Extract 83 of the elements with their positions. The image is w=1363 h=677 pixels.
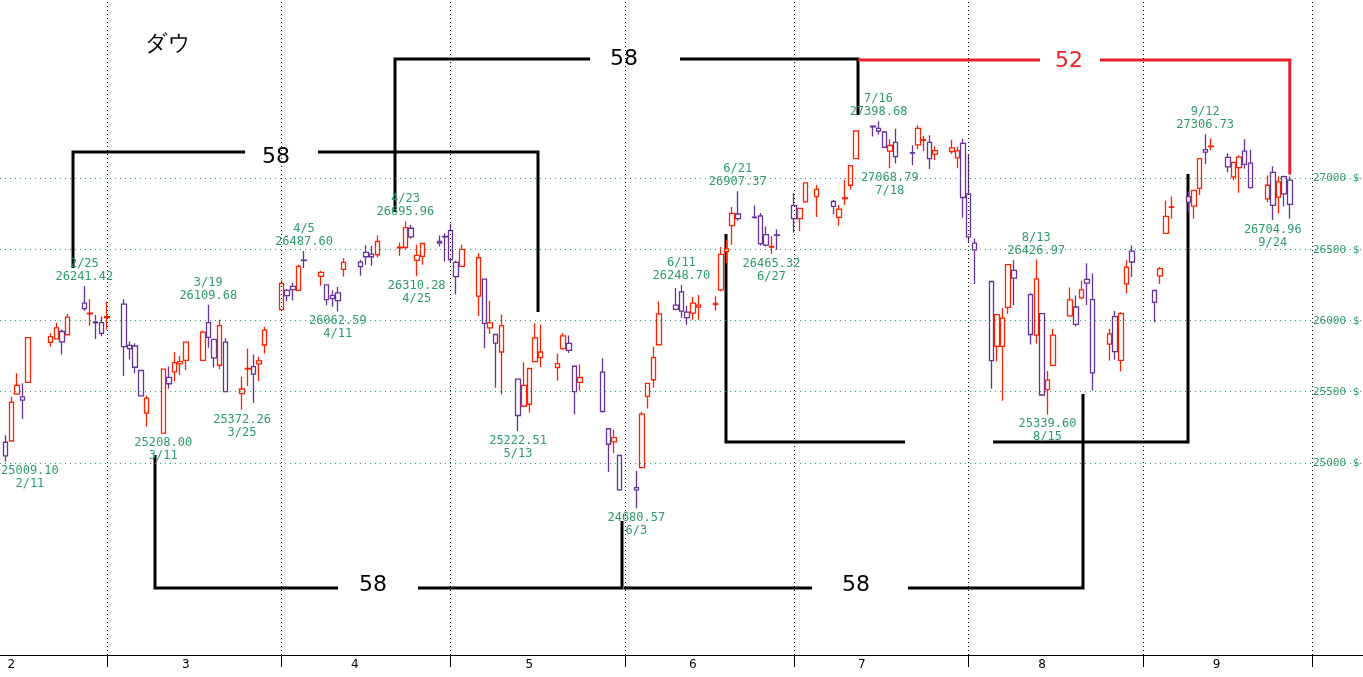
candlestick xyxy=(914,124,922,150)
candlestick xyxy=(616,454,623,492)
candlestick xyxy=(723,238,730,264)
candlestick xyxy=(182,341,190,371)
annotation: 25372.26 3/25 xyxy=(213,411,271,439)
candlestick xyxy=(633,470,640,509)
candlestick xyxy=(830,199,837,215)
annotation: 26062.59 4/11 xyxy=(308,313,367,341)
candlestick xyxy=(909,144,916,166)
y-tick-label: 25000 $ xyxy=(1313,456,1360,470)
candlestick xyxy=(255,356,263,382)
candlestick xyxy=(650,346,657,389)
candlestick xyxy=(554,352,561,382)
candlestick xyxy=(852,129,860,160)
candlestick xyxy=(1049,328,1057,367)
annotation: 26465.32 6/27 xyxy=(742,256,801,284)
annotation: 3/19 26109.68 xyxy=(179,274,238,302)
candlestick xyxy=(1207,137,1215,152)
annotation: 24680.57 6/3 xyxy=(607,510,666,538)
candlestick xyxy=(1151,289,1158,324)
candlestick xyxy=(238,375,246,411)
annotation: 27068.79 7/18 xyxy=(860,170,919,198)
candlestick xyxy=(1078,279,1085,300)
candlestick xyxy=(1089,272,1096,392)
annotation: 6/21 26907.37 xyxy=(708,161,767,189)
candlestick xyxy=(1168,195,1175,220)
candlestick xyxy=(1128,244,1136,278)
x-tick-label: 5 xyxy=(525,657,534,671)
x-tick-label: 7 xyxy=(857,657,866,671)
candlestick xyxy=(599,357,606,414)
candlestick xyxy=(644,382,651,410)
annotation: 52 xyxy=(1055,47,1083,72)
candlestick xyxy=(773,228,781,251)
candlestick xyxy=(971,237,978,285)
annotation: 58 xyxy=(842,571,870,596)
annotation: 8/13 26426.97 xyxy=(1007,229,1066,257)
annotation: 9/12 27306.73 xyxy=(1176,104,1235,132)
x-tick-label: 6 xyxy=(688,657,697,671)
candlestick xyxy=(137,369,145,398)
x-tick-label: 4 xyxy=(351,657,359,671)
candlestick xyxy=(531,322,539,364)
candlestick xyxy=(1123,259,1130,294)
candlestick xyxy=(841,179,849,206)
candlestick xyxy=(813,184,820,218)
candlestick xyxy=(1202,133,1209,165)
candlestick xyxy=(655,300,663,346)
annotation: 26704.96 9/24 xyxy=(1243,222,1302,249)
candlestick xyxy=(869,124,877,138)
candlestick xyxy=(835,204,843,227)
candlestick xyxy=(300,250,308,269)
candlestick xyxy=(120,298,128,377)
candlestick xyxy=(768,235,775,255)
candlestick xyxy=(802,182,809,203)
candlestick xyxy=(1190,189,1198,220)
candlestick xyxy=(143,395,150,428)
candlestick xyxy=(1269,165,1277,221)
candlestick xyxy=(261,326,268,355)
x-tick-label: 3 xyxy=(182,657,190,671)
candlestick xyxy=(103,300,111,331)
candlestick xyxy=(638,411,646,470)
annotation: 26310.28 4/25 xyxy=(387,278,446,306)
annotation: 4/5 26487.60 xyxy=(275,220,333,248)
y-tick-label: 27000 $ xyxy=(1313,171,1360,185)
candlestick xyxy=(1083,262,1091,306)
x-tick-label: 8 xyxy=(1038,657,1046,671)
candlestick xyxy=(712,295,719,312)
x-tick-label: 2 xyxy=(7,657,16,671)
candlestick xyxy=(847,164,854,191)
candlestick xyxy=(1156,266,1164,285)
annotation: 25339.60 8/15 xyxy=(1018,416,1077,444)
annotation: 58 xyxy=(610,45,638,70)
candlestick xyxy=(1162,199,1170,235)
annotation: 58 xyxy=(262,143,290,168)
annotation: 25009.10 2/11 xyxy=(1,463,59,491)
annotation: 25208.00 3/11 xyxy=(134,435,193,463)
candlestick xyxy=(131,342,139,374)
x-tick-label: 9 xyxy=(1212,657,1221,671)
text: ダウ xyxy=(145,29,191,55)
candlestick xyxy=(717,246,725,292)
annotation: 25222.51 5/13 xyxy=(489,433,547,461)
candlestick xyxy=(1196,157,1203,196)
annotation: 6/11 26248.70 xyxy=(652,254,711,282)
annotation: 58 xyxy=(359,571,387,596)
